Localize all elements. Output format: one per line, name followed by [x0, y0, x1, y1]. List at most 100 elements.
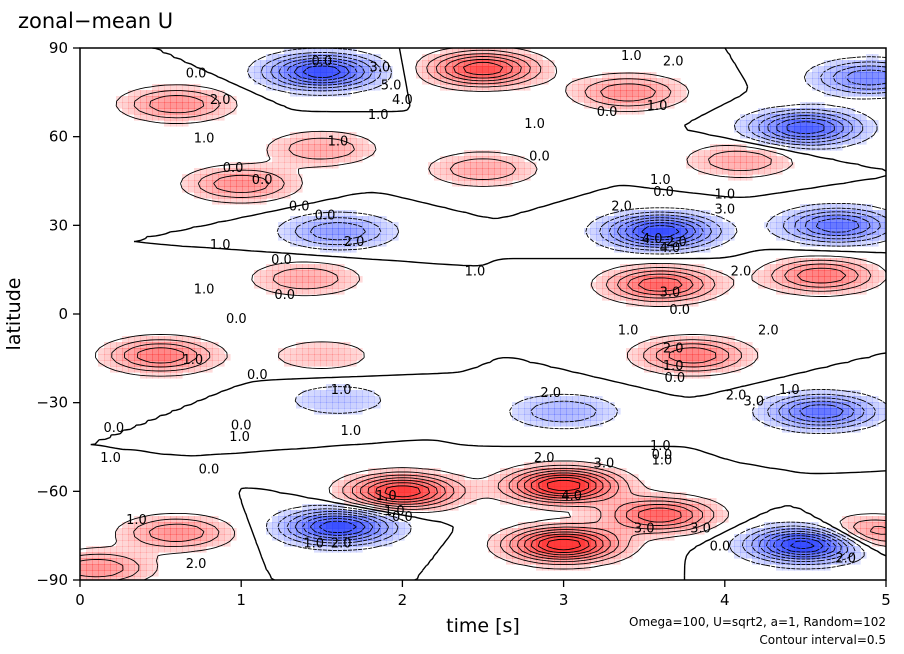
- positive-cell: [872, 540, 879, 547]
- positive-cell: [392, 468, 399, 475]
- negative-cell: [782, 402, 789, 409]
- positive-cell: [152, 564, 159, 571]
- positive-cell: [644, 510, 651, 517]
- negative-cell: [728, 234, 735, 241]
- positive-cell: [578, 516, 585, 523]
- positive-cell: [224, 102, 231, 109]
- positive-cell: [560, 528, 567, 535]
- negative-cell: [782, 564, 789, 571]
- positive-cell: [152, 348, 159, 355]
- negative-cell: [290, 66, 297, 73]
- negative-cell: [578, 402, 585, 409]
- negative-cell: [536, 420, 543, 427]
- negative-cell: [338, 390, 345, 397]
- positive-cell: [746, 360, 753, 367]
- positive-cell: [482, 168, 489, 175]
- negative-cell: [824, 552, 831, 559]
- positive-cell: [494, 66, 501, 73]
- negative-cell: [848, 228, 855, 235]
- negative-cell: [776, 414, 783, 421]
- positive-cell: [458, 54, 465, 61]
- negative-cell: [800, 564, 807, 571]
- positive-cell: [122, 102, 129, 109]
- positive-cell: [698, 528, 705, 535]
- positive-cell: [92, 564, 99, 571]
- positive-cell: [740, 150, 747, 157]
- positive-cell: [632, 72, 639, 79]
- positive-cell: [692, 270, 699, 277]
- positive-cell: [542, 462, 549, 469]
- positive-cell: [512, 48, 519, 55]
- positive-cell: [200, 180, 207, 187]
- negative-cell: [866, 210, 873, 217]
- positive-cell: [638, 486, 645, 493]
- negative-cell: [314, 48, 321, 55]
- negative-cell: [758, 528, 765, 535]
- positive-cell: [878, 270, 885, 277]
- negative-cell: [854, 408, 861, 415]
- negative-cell: [830, 72, 837, 79]
- negative-cell: [692, 222, 699, 229]
- positive-cell: [680, 498, 687, 505]
- positive-cell: [164, 522, 171, 529]
- positive-cell: [128, 366, 135, 373]
- positive-cell: [548, 528, 555, 535]
- negative-cell: [260, 78, 267, 85]
- contour-label: 1.0: [182, 353, 203, 368]
- positive-cell: [500, 486, 507, 493]
- positive-cell: [494, 534, 501, 541]
- negative-cell: [782, 120, 789, 127]
- positive-cell: [200, 342, 207, 349]
- positive-cell: [308, 276, 315, 283]
- negative-cell: [296, 396, 303, 403]
- negative-cell: [656, 222, 663, 229]
- positive-cell: [458, 66, 465, 73]
- negative-cell: [830, 60, 837, 67]
- negative-cell: [590, 414, 597, 421]
- contour-label: 1.0: [384, 504, 405, 519]
- positive-cell: [302, 132, 309, 139]
- positive-cell: [194, 102, 201, 109]
- negative-cell: [518, 408, 525, 415]
- negative-cell: [656, 234, 663, 241]
- positive-cell: [512, 540, 519, 547]
- negative-cell: [830, 234, 837, 241]
- positive-cell: [656, 288, 663, 295]
- positive-cell: [566, 564, 573, 571]
- positive-cell: [104, 348, 111, 355]
- positive-cell: [506, 486, 513, 493]
- negative-cell: [602, 234, 609, 241]
- positive-cell: [626, 300, 633, 307]
- positive-cell: [584, 462, 591, 469]
- positive-cell: [710, 156, 717, 163]
- positive-cell: [728, 156, 735, 163]
- positive-cell: [206, 354, 213, 361]
- positive-cell: [740, 348, 747, 355]
- positive-cell: [740, 354, 747, 361]
- positive-cell: [458, 486, 465, 493]
- positive-cell: [674, 522, 681, 529]
- positive-cell: [524, 48, 531, 55]
- positive-cell: [716, 342, 723, 349]
- negative-cell: [344, 522, 351, 529]
- positive-cell: [218, 528, 225, 535]
- positive-cell: [302, 150, 309, 157]
- positive-cell: [350, 138, 357, 145]
- positive-cell: [236, 162, 243, 169]
- positive-cell: [284, 186, 291, 193]
- negative-cell: [338, 534, 345, 541]
- negative-cell: [746, 114, 753, 121]
- positive-cell: [770, 168, 777, 175]
- positive-cell: [314, 264, 321, 271]
- positive-cell: [680, 528, 687, 535]
- negative-cell: [272, 516, 279, 523]
- positive-cell: [656, 510, 663, 517]
- negative-cell: [350, 48, 357, 55]
- negative-cell: [824, 84, 831, 91]
- negative-cell: [866, 204, 873, 211]
- negative-cell: [848, 222, 855, 229]
- negative-cell: [782, 396, 789, 403]
- negative-cell: [284, 528, 291, 535]
- positive-cell: [626, 282, 633, 289]
- positive-cell: [572, 540, 579, 547]
